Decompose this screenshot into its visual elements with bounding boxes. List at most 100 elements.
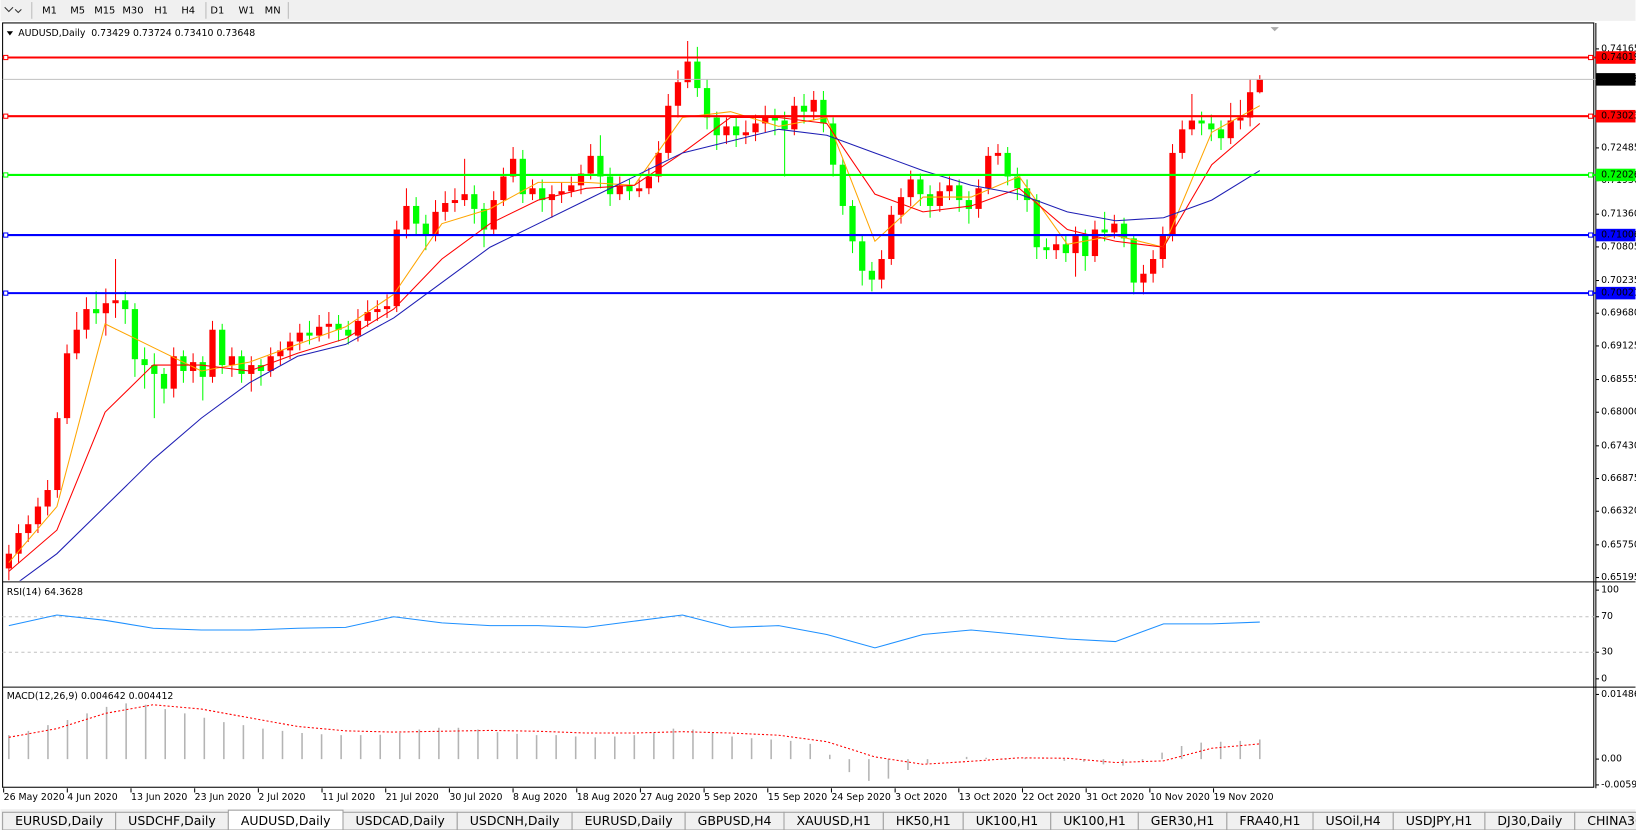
symbol-menu[interactable] — [6, 31, 14, 36]
candle-body — [1256, 79, 1263, 93]
candle-body — [703, 88, 711, 118]
timeframe-button[interactable]: H1 — [154, 5, 168, 16]
candle-body — [442, 203, 449, 212]
candle-body — [248, 365, 255, 374]
candle-body — [1043, 247, 1050, 251]
candle-body — [1091, 229, 1099, 257]
x-tick-label: 10 Nov 2020 — [1150, 792, 1210, 803]
x-tick-label: 18 Aug 2020 — [577, 792, 637, 803]
y-tick-label: 0.70805 — [1601, 241, 1636, 252]
candle-body — [1053, 244, 1060, 251]
tab-label[interactable]: UK100,H1 — [976, 813, 1039, 828]
x-tick-label: 4 Jun 2020 — [67, 792, 117, 803]
candle-body — [25, 524, 32, 534]
candle-body — [684, 61, 691, 83]
candle-body — [257, 365, 265, 371]
candle-body — [432, 211, 439, 236]
tab-label[interactable]: EURUSD,Daily — [15, 813, 104, 828]
candle-body — [34, 506, 42, 525]
tab-label[interactable]: XAUUSD,H1 — [797, 813, 871, 828]
tab-label[interactable]: GBPUSD,H4 — [698, 813, 772, 828]
candle-body — [83, 309, 90, 330]
candle-body — [994, 152, 1002, 156]
tab-label[interactable]: USDCNH,Daily — [470, 813, 560, 828]
y-tick-label: 0.00 — [1601, 754, 1622, 765]
candle-body — [374, 309, 381, 313]
candle-body — [335, 323, 342, 330]
candle-body — [597, 155, 604, 177]
y-tick-label: 0.66320 — [1601, 506, 1636, 517]
level-price-tag — [1595, 168, 1636, 182]
level-anchor — [3, 54, 9, 61]
candle-body — [577, 173, 585, 186]
candle-body — [917, 179, 924, 195]
candle-body — [752, 123, 759, 133]
symbol-label: AUDUSD,Daily — [18, 28, 86, 39]
tab-label[interactable]: CHINA300,H1 — [1587, 813, 1636, 828]
candle-body — [403, 205, 410, 230]
tab-label[interactable]: UK100,H1 — [1063, 813, 1126, 828]
timeframe-button[interactable]: M5 — [70, 5, 85, 16]
candle-body — [73, 329, 80, 354]
y-tick-label: 0.68555 — [1601, 374, 1636, 385]
timeframe-button[interactable]: W1 — [239, 5, 255, 16]
toolbar — [0, 0, 1636, 21]
candle-body — [451, 200, 459, 204]
candle-body — [946, 185, 953, 192]
level-price-label: 0.73023 — [1601, 111, 1636, 122]
tab-label[interactable]: GER30,H1 — [1151, 813, 1215, 828]
candle-body — [345, 329, 352, 336]
candle-body — [694, 61, 701, 89]
candle-body — [209, 329, 216, 377]
candle-body — [665, 105, 672, 153]
level-anchor — [3, 113, 9, 119]
candle-body — [645, 176, 652, 189]
candle-body — [1111, 223, 1118, 233]
candle-body — [965, 200, 973, 209]
candle-body — [170, 356, 177, 389]
candle-body — [102, 303, 109, 314]
candle-body — [1179, 129, 1186, 153]
candle-body — [219, 329, 226, 366]
timeframe-button[interactable]: M30 — [122, 5, 143, 16]
candle-body — [490, 200, 497, 230]
level-price-label: 0.74019 — [1601, 52, 1636, 63]
tab-label[interactable]: DJ30,Daily — [1497, 813, 1562, 828]
level-price-tag — [1595, 228, 1636, 242]
candle-body — [742, 132, 749, 136]
tab-label[interactable]: USDCAD,Daily — [356, 813, 446, 828]
y-tick-label: 0.74165 — [1601, 43, 1636, 54]
level-anchor — [1588, 290, 1594, 296]
x-tick-label: 30 Jul 2020 — [449, 792, 502, 803]
timeframe-button[interactable]: H4 — [181, 5, 195, 16]
tab-label[interactable]: USOil,H4 — [1326, 813, 1381, 828]
candle-body — [383, 306, 391, 310]
tab-label[interactable]: AUDUSD,Daily — [241, 813, 331, 828]
candle-body — [733, 126, 740, 136]
candle-body — [1014, 176, 1021, 189]
tab-label[interactable]: USDCHF,Daily — [128, 813, 216, 828]
timeframe-button[interactable]: M15 — [94, 5, 115, 16]
tab-label[interactable]: FRA40,H1 — [1239, 813, 1300, 828]
candle-body — [325, 323, 332, 327]
candle-body — [558, 191, 565, 195]
tab-label[interactable]: HK50,H1 — [896, 813, 951, 828]
candle-body — [975, 188, 982, 209]
candle-body — [1217, 129, 1225, 139]
y-tick-label: 70 — [1601, 611, 1613, 622]
candle-body — [1120, 223, 1128, 239]
y-tick-label: 0.65750 — [1601, 539, 1636, 550]
y-tick-label: 0.72485 — [1601, 142, 1636, 153]
candle-body — [296, 332, 303, 342]
candle-body — [1169, 152, 1176, 236]
toolbar-icon[interactable] — [4, 6, 22, 14]
candle-body — [364, 312, 371, 321]
timeframe-button[interactable]: M1 — [42, 5, 57, 16]
tab-label[interactable]: USDJPY,H1 — [1406, 813, 1473, 828]
timeframe-button[interactable]: D1 — [210, 5, 224, 16]
timeframe-button[interactable]: MN — [265, 5, 281, 16]
x-tick-label: 24 Sep 2020 — [831, 792, 890, 803]
tab-label[interactable]: EURUSD,Daily — [585, 813, 674, 828]
candle-body — [44, 490, 51, 507]
candle-body — [1246, 92, 1254, 118]
